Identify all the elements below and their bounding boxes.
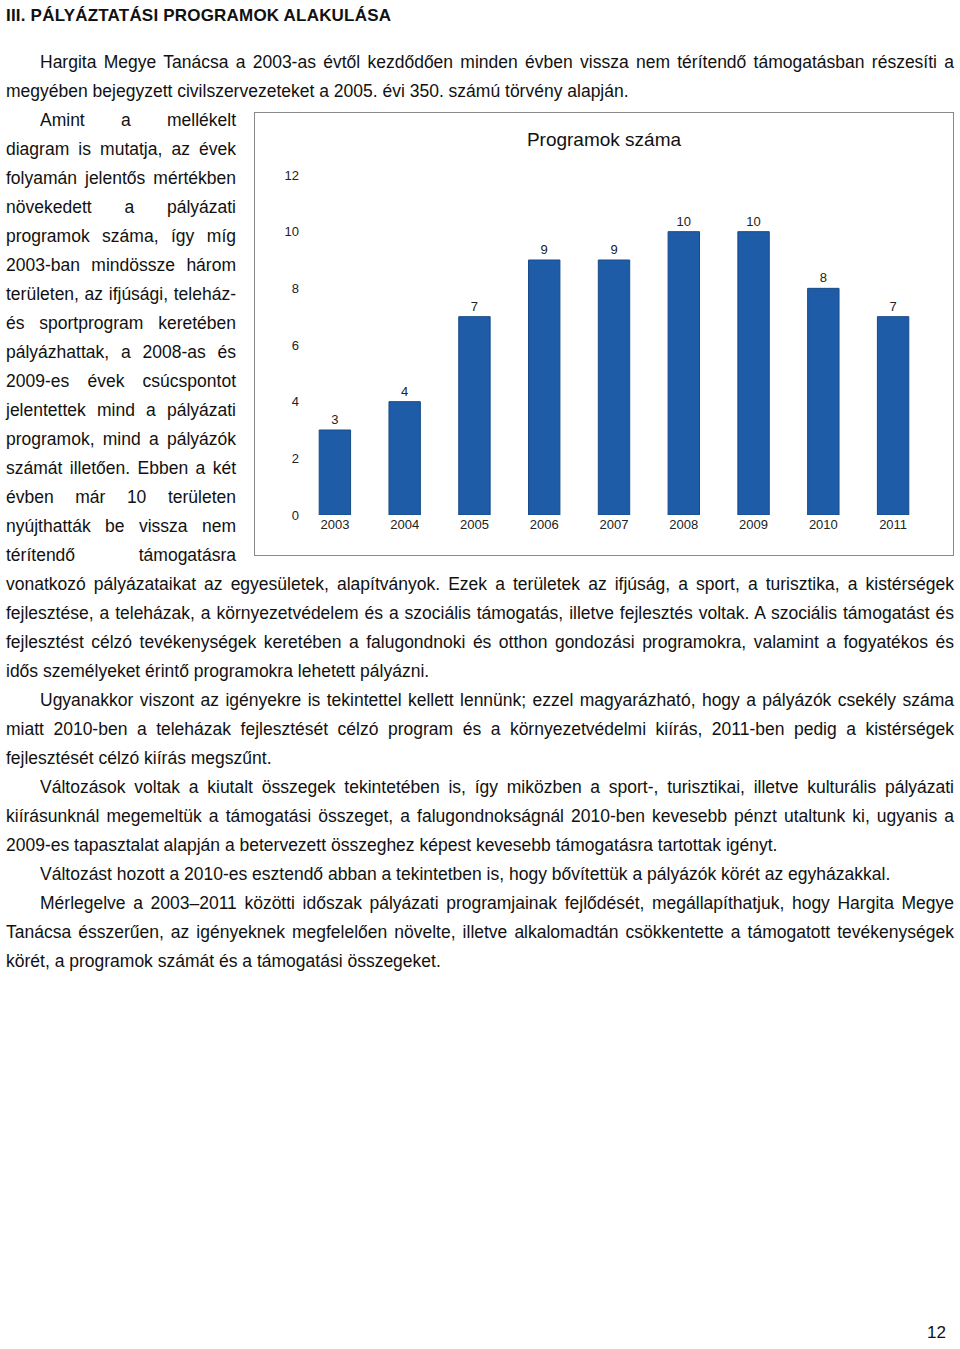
- svg-text:10: 10: [746, 214, 760, 229]
- svg-text:7: 7: [889, 299, 896, 314]
- svg-text:2004: 2004: [390, 517, 419, 532]
- svg-text:2007: 2007: [600, 517, 629, 532]
- svg-text:2010: 2010: [809, 517, 838, 532]
- svg-text:12: 12: [285, 168, 299, 183]
- svg-text:Programok száma: Programok száma: [527, 129, 682, 150]
- svg-text:2009: 2009: [739, 517, 768, 532]
- svg-text:2003: 2003: [320, 517, 349, 532]
- svg-text:2008: 2008: [669, 517, 698, 532]
- svg-text:0: 0: [292, 508, 299, 523]
- svg-text:2006: 2006: [530, 517, 559, 532]
- svg-text:2: 2: [292, 451, 299, 466]
- svg-text:10: 10: [677, 214, 691, 229]
- svg-text:2005: 2005: [460, 517, 489, 532]
- svg-text:4: 4: [292, 394, 299, 409]
- svg-text:7: 7: [471, 299, 478, 314]
- svg-text:8: 8: [292, 281, 299, 296]
- svg-text:9: 9: [610, 242, 617, 257]
- svg-text:4: 4: [401, 384, 408, 399]
- svg-text:8: 8: [820, 270, 827, 285]
- svg-text:9: 9: [541, 242, 548, 257]
- svg-text:10: 10: [285, 224, 299, 239]
- svg-text:6: 6: [292, 338, 299, 353]
- svg-text:3: 3: [331, 412, 338, 427]
- svg-text:2011: 2011: [879, 517, 907, 532]
